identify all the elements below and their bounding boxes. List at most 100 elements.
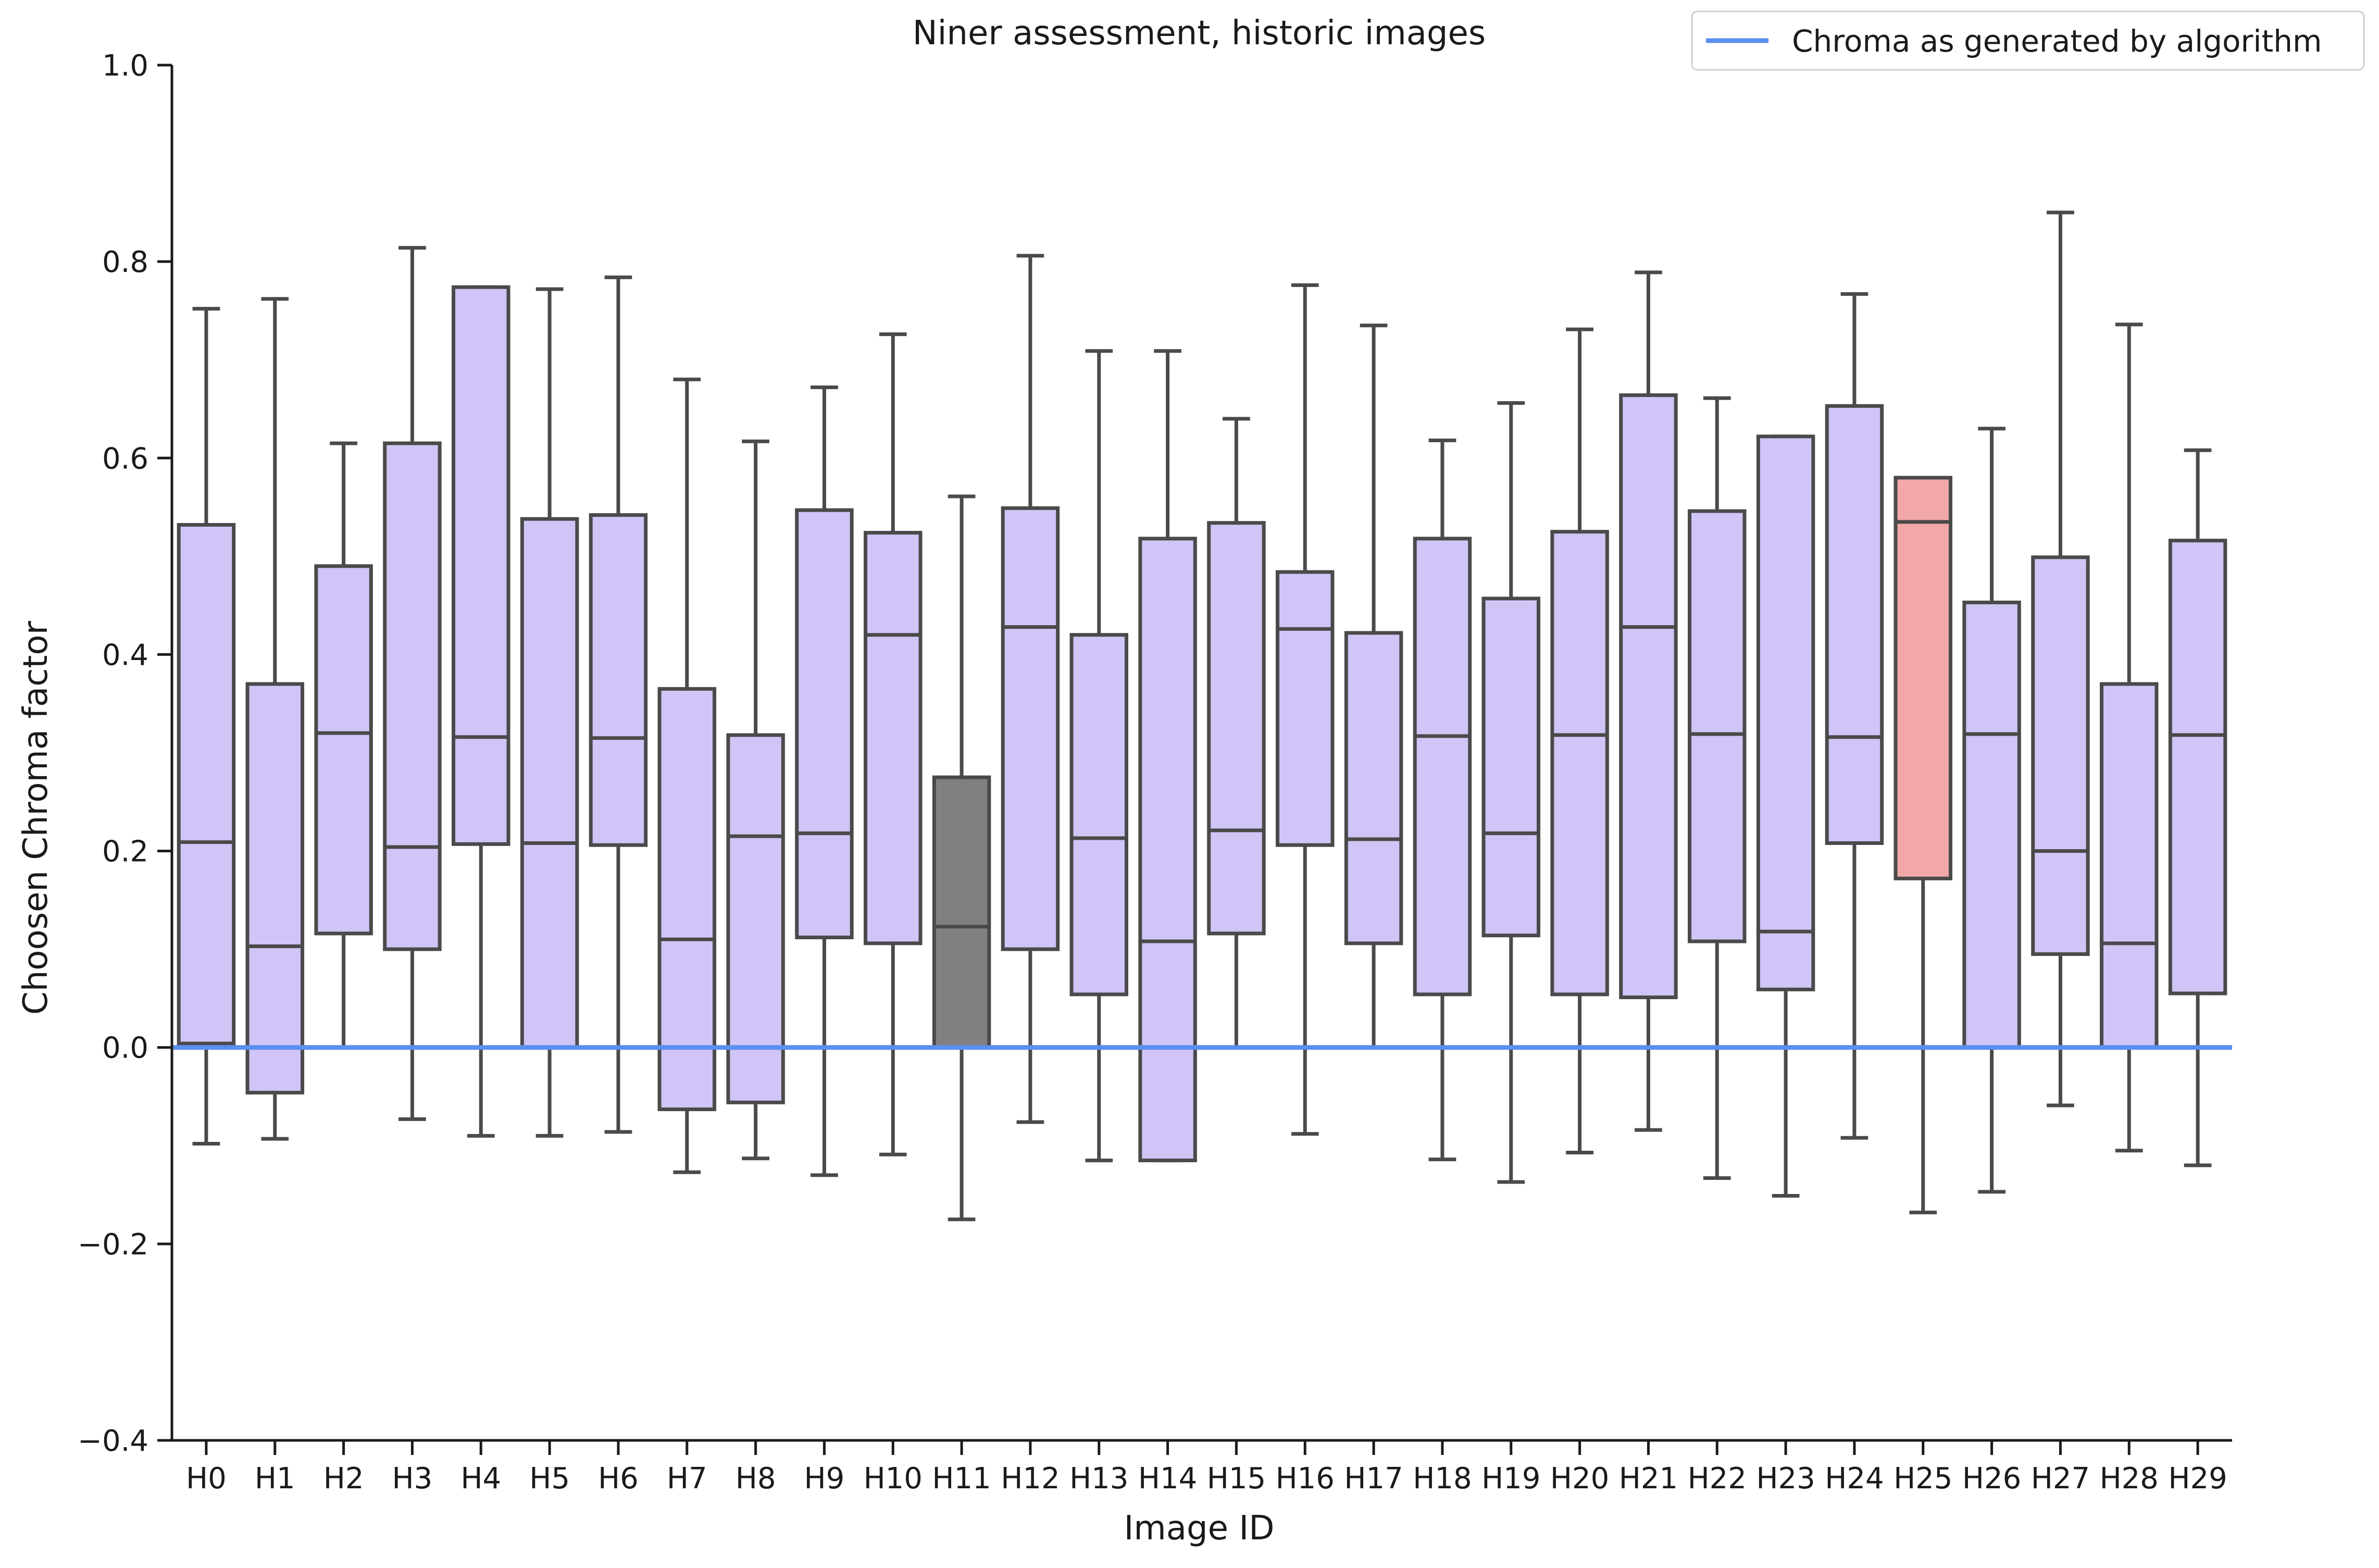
box-H20 [1550,327,1609,1154]
x-tick-label-H14: H14 [1138,1462,1197,1496]
box-body [2100,682,2159,1050]
y-tick-label: 0.8 [102,245,148,279]
box-H11 [932,494,991,1222]
box-body [1276,570,1335,847]
x-tick-label-H8: H8 [736,1462,776,1496]
box-body [795,508,854,940]
box-H27 [2031,210,2090,1107]
box-H22 [1688,396,1747,1180]
x-tick-label-H24: H24 [1825,1462,1884,1496]
x-tick-label-H22: H22 [1688,1462,1747,1496]
x-tick-label-H0: H0 [186,1462,227,1496]
x-tick-label-H13: H13 [1069,1462,1128,1496]
box-body [2168,539,2227,995]
box-H10 [864,332,923,1156]
y-axis-label: Choosen Chroma factor [17,620,55,1015]
box-H1 [245,297,304,1141]
x-tick-label-H17: H17 [1344,1462,1403,1496]
box-H18 [1413,438,1472,1162]
x-tick-label-H29: H29 [2168,1462,2227,1496]
box-body [589,513,648,847]
box-body [314,564,373,936]
box-H29 [2168,448,2227,1167]
box-H0 [177,307,236,1146]
box-H23 [1756,434,1815,1198]
box-body [1413,537,1472,997]
y-tick-label: 1.0 [102,49,148,83]
box-body [1962,600,2021,1050]
box-H12 [1001,254,1060,1124]
box-H25 [1894,476,1952,1215]
box-body [1550,530,1609,997]
x-tick-label-H28: H28 [2100,1462,2159,1496]
chart-title: Niner assessment, historic images [913,14,1486,53]
x-tick-label-H7: H7 [667,1462,707,1496]
legend-entry-label: Chroma as generated by algorithm [1792,23,2322,59]
x-tick-label-H21: H21 [1619,1462,1678,1496]
box-body [1069,633,1128,997]
box-body [245,682,304,1094]
box-H3 [383,246,442,1121]
y-tick-label: −0.4 [78,1424,148,1458]
box-body [177,523,236,1046]
box-H4 [452,285,510,1138]
y-tick-label: 0.2 [102,835,148,869]
box-H21 [1619,270,1678,1132]
x-tick-label-H2: H2 [323,1462,364,1496]
box-body [932,775,991,1050]
box-body [452,285,510,846]
x-tick-label-H26: H26 [1962,1462,2021,1496]
y-tick-label: 0.0 [102,1031,148,1065]
x-tick-label-H11: H11 [932,1462,991,1496]
y-tick-label: −0.2 [78,1228,148,1262]
x-tick-label-H10: H10 [864,1462,923,1496]
x-tick-label-H18: H18 [1413,1462,1472,1496]
box-H17 [1344,323,1403,1050]
box-H9 [795,385,854,1177]
box-H2 [314,441,373,1050]
x-tick-label-H4: H4 [460,1462,501,1496]
box-body [1619,393,1678,1000]
box-body [2031,555,2090,956]
box-H8 [726,439,785,1161]
x-tick-label-H23: H23 [1756,1462,1815,1496]
box-body [1756,434,1815,991]
box-H6 [589,275,648,1134]
x-tick-label-H3: H3 [392,1462,433,1496]
box-body [1001,506,1060,951]
x-tick-label-H6: H6 [598,1462,639,1496]
box-H19 [1481,401,1540,1184]
axes-layer: −0.4 −0.2 0.0 0.2 0.4 0.6 0.8 1.0 H0 H1 H2 H3 H4 H5 H6… [78,49,2232,1496]
x-tick-label-H15: H15 [1207,1462,1266,1496]
box-H7 [657,377,716,1174]
x-tick-label-H20: H20 [1550,1462,1609,1496]
x-tick-label-H25: H25 [1894,1462,1952,1496]
box-body [1138,537,1197,1163]
box-body [520,517,579,1050]
box-body [383,441,442,951]
y-tick-label: 0.6 [102,442,148,476]
x-tick-label-H9: H9 [804,1462,845,1496]
box-H13 [1069,349,1128,1163]
x-tick-label-H12: H12 [1001,1462,1060,1496]
y-tick-label: 0.4 [102,638,148,672]
x-tick-label-H27: H27 [2031,1462,2090,1496]
x-tick-label-H1: H1 [255,1462,295,1496]
box-H14 [1138,349,1197,1163]
box-H24 [1825,292,1884,1140]
box-H5 [520,287,579,1138]
x-tick-label-H19: H19 [1481,1462,1540,1496]
legend: Chroma as generated by algorithm [1691,10,2365,71]
box-body [1481,596,1540,938]
box-body [657,687,716,1112]
legend-frame [1691,10,2365,71]
box-H16 [1276,283,1335,1136]
box-body [1894,476,1952,880]
box-body [1207,521,1266,936]
box-body [1344,631,1403,945]
boxes-layer [177,210,2227,1222]
box-body [726,733,785,1104]
x-axis-label: Image ID [1124,1509,1275,1548]
box-H15 [1207,417,1266,1050]
